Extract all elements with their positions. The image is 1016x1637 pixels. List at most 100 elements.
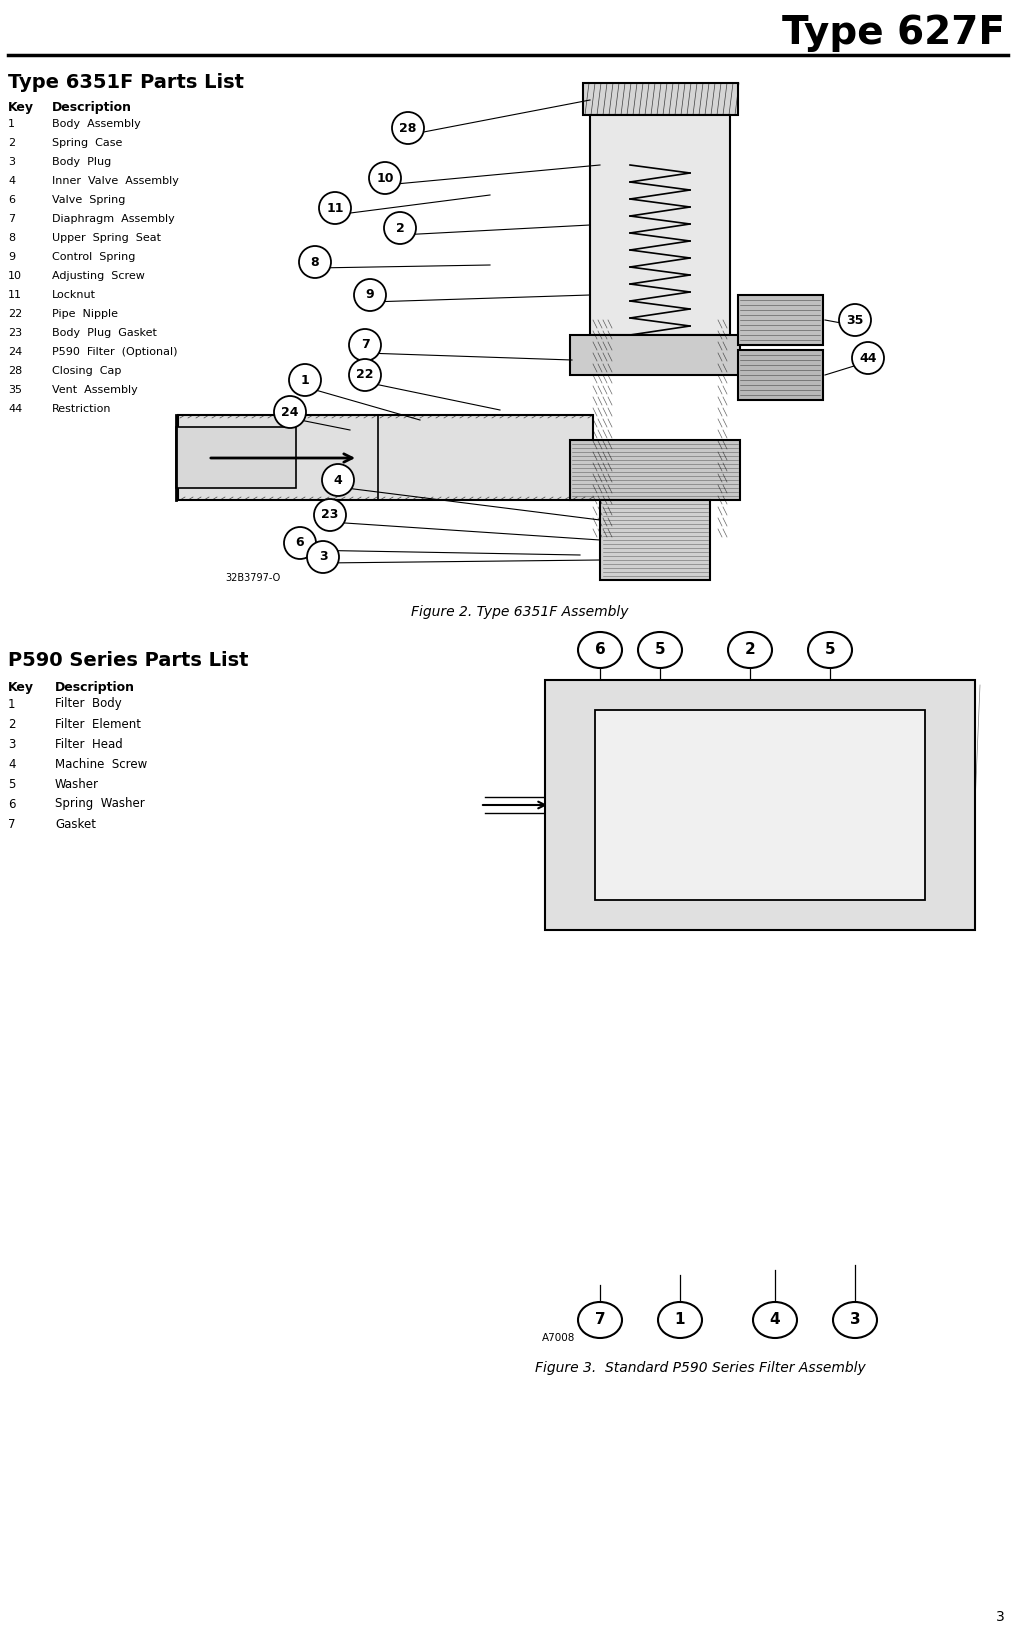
Text: 5: 5: [654, 642, 665, 658]
Ellipse shape: [369, 162, 401, 195]
Text: Upper  Spring  Seat: Upper Spring Seat: [52, 232, 161, 242]
Bar: [178, 416, 593, 499]
Text: Washer: Washer: [55, 778, 99, 791]
Text: Body  Plug  Gasket: Body Plug Gasket: [52, 327, 156, 337]
Text: 2: 2: [8, 138, 15, 147]
Text: Key: Key: [8, 101, 34, 115]
Text: 4: 4: [333, 473, 342, 486]
Ellipse shape: [638, 632, 682, 668]
Ellipse shape: [307, 540, 339, 573]
Text: Closing  Cap: Closing Cap: [52, 367, 121, 377]
Text: 32B3797-O: 32B3797-O: [225, 573, 280, 583]
Bar: [176, 427, 296, 488]
Ellipse shape: [299, 246, 331, 278]
Text: 3: 3: [8, 738, 15, 750]
Ellipse shape: [839, 304, 871, 336]
Ellipse shape: [314, 499, 346, 530]
Text: 24: 24: [8, 347, 22, 357]
Bar: [583, 83, 738, 115]
Text: Valve  Spring: Valve Spring: [52, 195, 125, 205]
Text: 7: 7: [8, 817, 15, 830]
Ellipse shape: [578, 632, 622, 668]
Text: Description: Description: [52, 101, 132, 115]
Ellipse shape: [322, 463, 354, 496]
Text: 6: 6: [594, 642, 606, 658]
Ellipse shape: [354, 278, 386, 311]
Text: Key: Key: [8, 681, 34, 694]
Text: Body  Assembly: Body Assembly: [52, 120, 141, 129]
Text: 7: 7: [594, 1313, 606, 1328]
Text: Figure 2. Type 6351F Assembly: Figure 2. Type 6351F Assembly: [411, 606, 629, 619]
Text: 3: 3: [997, 1611, 1005, 1624]
Text: 10: 10: [8, 272, 22, 282]
Text: 11: 11: [326, 201, 343, 214]
Text: 9: 9: [366, 288, 374, 301]
Bar: [570, 336, 740, 375]
Bar: [545, 679, 975, 930]
Ellipse shape: [578, 1301, 622, 1337]
Text: 28: 28: [399, 121, 417, 134]
Text: 5: 5: [8, 778, 15, 791]
Text: 10: 10: [376, 172, 394, 185]
Text: 6: 6: [296, 537, 305, 550]
Bar: [600, 499, 710, 579]
Text: Adjusting  Screw: Adjusting Screw: [52, 272, 145, 282]
Text: Diaphragm  Assembly: Diaphragm Assembly: [52, 214, 175, 224]
Ellipse shape: [833, 1301, 877, 1337]
Text: 11: 11: [8, 290, 22, 300]
Text: 1: 1: [301, 373, 310, 386]
Ellipse shape: [350, 359, 381, 391]
Text: Type 627F: Type 627F: [782, 15, 1005, 52]
Text: 23: 23: [321, 509, 338, 522]
Ellipse shape: [852, 342, 884, 373]
Ellipse shape: [808, 632, 852, 668]
Text: 1: 1: [8, 120, 15, 129]
Text: 4: 4: [8, 758, 15, 771]
Text: Body  Plug: Body Plug: [52, 157, 111, 167]
Ellipse shape: [658, 1301, 702, 1337]
Text: 3: 3: [849, 1313, 861, 1328]
Text: 44: 44: [8, 404, 22, 414]
Text: A7008: A7008: [542, 1333, 575, 1342]
Ellipse shape: [728, 632, 772, 668]
Text: 2: 2: [8, 717, 15, 730]
Ellipse shape: [274, 396, 306, 427]
Text: Figure 3.  Standard P590 Series Filter Assembly: Figure 3. Standard P590 Series Filter As…: [534, 1360, 866, 1375]
Text: 44: 44: [860, 352, 877, 365]
Text: P590  Filter  (Optional): P590 Filter (Optional): [52, 347, 178, 357]
Text: 4: 4: [770, 1313, 780, 1328]
Text: 3: 3: [8, 157, 15, 167]
Text: 2: 2: [395, 221, 404, 234]
Text: 4: 4: [8, 177, 15, 187]
Text: 1: 1: [8, 697, 15, 710]
Text: Type 6351F Parts List: Type 6351F Parts List: [8, 72, 244, 92]
Text: 22: 22: [357, 368, 374, 381]
Ellipse shape: [284, 527, 316, 558]
Text: 3: 3: [319, 550, 327, 563]
Text: 35: 35: [8, 385, 22, 395]
Text: Filter  Body: Filter Body: [55, 697, 122, 710]
Text: 22: 22: [8, 309, 22, 319]
Text: 2: 2: [745, 642, 755, 658]
Ellipse shape: [319, 192, 351, 224]
Text: Pipe  Nipple: Pipe Nipple: [52, 309, 118, 319]
Text: Inner  Valve  Assembly: Inner Valve Assembly: [52, 177, 179, 187]
Text: P590 Series Parts List: P590 Series Parts List: [8, 650, 249, 670]
Text: 5: 5: [825, 642, 835, 658]
Text: Description: Description: [55, 681, 135, 694]
Text: 7: 7: [361, 339, 370, 352]
Text: Gasket: Gasket: [55, 817, 96, 830]
Text: 8: 8: [8, 232, 15, 242]
Text: Vent  Assembly: Vent Assembly: [52, 385, 138, 395]
Text: 7: 7: [8, 214, 15, 224]
Text: Restriction: Restriction: [52, 404, 112, 414]
Text: 35: 35: [846, 314, 864, 326]
Text: Filter  Head: Filter Head: [55, 738, 123, 750]
Text: 1: 1: [675, 1313, 685, 1328]
Text: 6: 6: [8, 195, 15, 205]
Bar: [570, 440, 740, 499]
Text: 28: 28: [8, 367, 22, 377]
Text: Machine  Screw: Machine Screw: [55, 758, 147, 771]
Ellipse shape: [753, 1301, 797, 1337]
Text: Filter  Element: Filter Element: [55, 717, 141, 730]
